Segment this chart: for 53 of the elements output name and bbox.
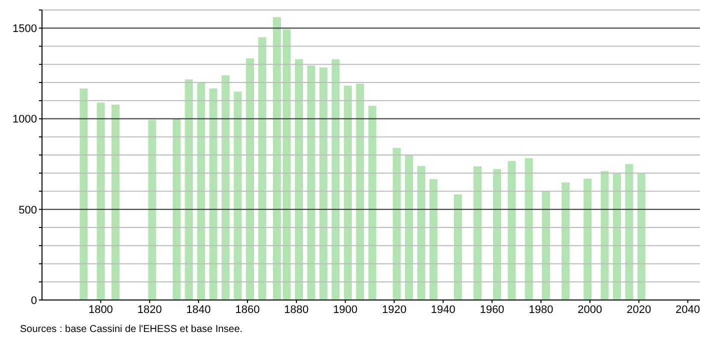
bar <box>246 58 254 300</box>
bar <box>405 155 414 300</box>
bar <box>344 86 352 300</box>
x-tick-label: 2040 <box>676 304 700 316</box>
bar <box>474 166 482 300</box>
bar <box>294 59 303 300</box>
x-tick-label: 2020 <box>626 304 652 316</box>
x-tick-label: 1980 <box>528 304 554 316</box>
bar <box>508 160 516 300</box>
bar <box>197 82 206 300</box>
bar <box>417 166 426 300</box>
bar <box>493 169 502 300</box>
bar <box>562 182 570 300</box>
bar <box>258 37 266 300</box>
bar <box>96 102 105 300</box>
x-tick-label: 2000 <box>578 304 602 316</box>
y-tick-label: 1500 <box>12 23 37 36</box>
x-tick-label: 1900 <box>333 304 358 316</box>
bar <box>392 148 401 300</box>
bar <box>612 173 621 300</box>
bar <box>234 92 242 300</box>
bar <box>319 67 328 300</box>
bar <box>222 75 230 300</box>
bar <box>332 59 340 300</box>
y-tick-label: 500 <box>18 204 37 216</box>
bar <box>625 164 634 300</box>
bar <box>184 79 193 300</box>
bar <box>111 104 120 300</box>
bar <box>368 106 376 300</box>
x-tick-label: 1960 <box>480 304 504 316</box>
bar <box>637 173 646 300</box>
y-tick-label: 0 <box>30 294 37 307</box>
source-note: Sources : base Cassini de l'EHESS et base Insee. <box>20 324 244 335</box>
bar <box>172 118 181 300</box>
y-tick-label: 1000 <box>12 114 37 126</box>
bar <box>148 120 156 300</box>
x-tick-label: 1860 <box>235 304 260 316</box>
x-tick-label: 1800 <box>88 304 113 316</box>
x-tick-label: 1840 <box>186 304 211 316</box>
bar <box>307 65 316 300</box>
bar <box>454 194 462 300</box>
bar <box>80 88 88 300</box>
x-tick-label: 1920 <box>382 304 406 316</box>
x-tick-label: 1940 <box>430 304 456 316</box>
bar <box>429 179 438 300</box>
bar <box>209 88 218 300</box>
bar <box>524 158 533 300</box>
x-tick-label: 1880 <box>284 304 309 316</box>
x-tick-label: 1820 <box>137 304 162 316</box>
bar <box>356 84 364 300</box>
bar <box>584 178 592 300</box>
bar <box>600 171 609 300</box>
bar <box>542 191 550 300</box>
